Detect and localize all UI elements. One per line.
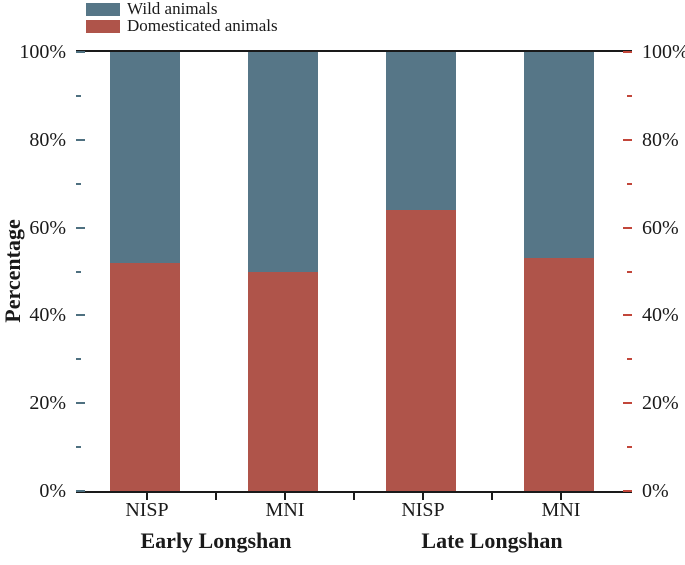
domesticated-animals-swatch bbox=[86, 19, 120, 33]
x-category-label: NISP bbox=[401, 499, 445, 521]
left-axis-minor-tick bbox=[76, 270, 81, 273]
left-axis-minor-tick bbox=[76, 182, 81, 185]
bar-segment-domesticated bbox=[110, 262, 180, 491]
right-axis-minor-tick bbox=[627, 270, 632, 273]
plot-area bbox=[76, 50, 632, 493]
right-axis-tick-label: 80% bbox=[642, 128, 679, 151]
left-axis-minor-tick bbox=[76, 358, 81, 361]
x-category-label: MNI bbox=[265, 499, 305, 521]
left-axis-major-tick bbox=[76, 138, 85, 141]
x-axis-tick bbox=[353, 493, 355, 500]
legend-label-domesticated: Domesticated animals bbox=[127, 16, 278, 35]
left-axis-major-tick bbox=[76, 51, 85, 53]
stacked-bar-nisp-0 bbox=[110, 52, 180, 491]
left-axis-tick-label: 100% bbox=[19, 41, 66, 63]
left-axis-major-tick bbox=[76, 490, 85, 492]
stacked-bar-mni-3 bbox=[524, 52, 594, 491]
x-axis-tick bbox=[284, 493, 286, 500]
stacked-bar-mni-1 bbox=[248, 52, 318, 491]
x-axis-tick bbox=[422, 493, 424, 500]
x-category-label: MNI bbox=[541, 499, 581, 521]
left-axis-major-tick bbox=[76, 226, 85, 229]
legend: Wild animals Domesticated animals bbox=[86, 0, 278, 35]
x-axis-tick bbox=[560, 493, 562, 500]
x-axis-tick bbox=[146, 493, 148, 500]
left-axis-tick-label: 20% bbox=[29, 392, 66, 415]
right-axis-minor-tick bbox=[627, 358, 632, 361]
left-axis-minor-tick bbox=[76, 446, 81, 449]
wild-animals-swatch bbox=[86, 2, 120, 16]
right-axis-major-tick bbox=[623, 51, 632, 53]
right-axis-minor-tick bbox=[627, 94, 632, 97]
x-group-label: Early Longshan bbox=[140, 528, 292, 553]
bar-segment-domesticated bbox=[248, 271, 318, 491]
stacked-bar-nisp-2 bbox=[386, 52, 456, 491]
left-axis-tick-label: 40% bbox=[29, 304, 66, 327]
x-group-label: Late Longshan bbox=[421, 528, 563, 553]
x-category-label: NISP bbox=[125, 499, 169, 521]
left-axis-tick-label: 0% bbox=[39, 480, 66, 502]
legend-label-wild: Wild animals bbox=[127, 0, 218, 18]
right-axis-tick-label: 20% bbox=[642, 392, 679, 415]
left-axis-tick-label: 60% bbox=[29, 216, 66, 239]
right-axis-tick-label: 0% bbox=[642, 480, 669, 502]
right-axis-tick-label: 40% bbox=[642, 304, 679, 327]
right-axis-major-tick bbox=[623, 314, 632, 317]
legend-item-wild: Wild animals bbox=[86, 0, 278, 18]
right-axis-minor-tick bbox=[627, 182, 632, 185]
right-axis-major-tick bbox=[623, 138, 632, 141]
bar-segment-domesticated bbox=[524, 258, 594, 491]
right-axis-major-tick bbox=[623, 490, 632, 492]
bar-segment-domesticated bbox=[386, 210, 456, 491]
legend-item-domesticated: Domesticated animals bbox=[86, 16, 278, 35]
x-axis-tick bbox=[215, 493, 217, 500]
right-axis-major-tick bbox=[623, 226, 632, 229]
x-axis-tick bbox=[491, 493, 493, 500]
left-axis-major-tick bbox=[76, 314, 85, 317]
left-axis-tick-label: 80% bbox=[29, 128, 66, 151]
right-axis-tick-label: 100% bbox=[642, 41, 685, 63]
right-axis-tick-label: 60% bbox=[642, 216, 679, 239]
left-axis-minor-tick bbox=[76, 94, 81, 97]
right-axis-major-tick bbox=[623, 402, 632, 405]
right-axis-minor-tick bbox=[627, 446, 632, 449]
left-axis-major-tick bbox=[76, 402, 85, 405]
